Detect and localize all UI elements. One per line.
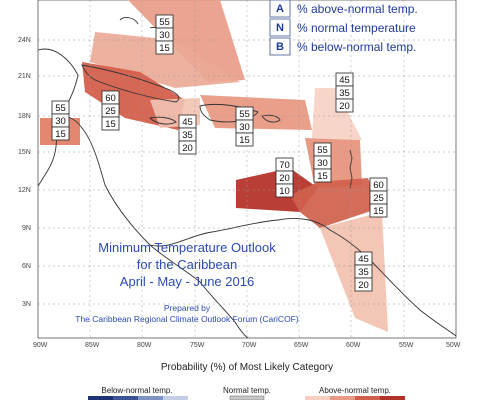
- below-value: 15: [239, 135, 250, 146]
- above-value: 55: [317, 145, 328, 156]
- above-value: 45: [339, 75, 350, 86]
- above-value: 45: [182, 117, 193, 128]
- normal-value: 25: [105, 106, 116, 117]
- category-normal: Normal temp.: [223, 386, 271, 395]
- below-value: 20: [182, 143, 193, 154]
- lat-label: 3N: [22, 301, 31, 308]
- region-box-belize: 55 30 15: [51, 100, 70, 141]
- category-above: Above-normal temp.: [319, 386, 391, 395]
- above-value: 55: [239, 109, 250, 120]
- below-value: 15: [317, 171, 328, 182]
- lat-label: 15N: [18, 149, 31, 156]
- map-title-line3: April - May - June 2016: [120, 274, 254, 289]
- lat-label: 6N: [22, 263, 31, 270]
- below-value: 20: [358, 280, 369, 291]
- scale-swatch: [380, 396, 405, 400]
- map-title-line1: Minimum Temperature Outlook: [98, 240, 276, 255]
- region-box-bahamas: 55 30 15: [155, 14, 174, 55]
- scale-swatch: [138, 396, 163, 400]
- zone-north-cuba: [90, 32, 240, 88]
- lat-label: 18N: [18, 113, 31, 120]
- color-scale: [88, 395, 405, 400]
- above-value: 45: [358, 254, 369, 265]
- credit-line2: The Caribbean Regional Climate Outlook F…: [75, 314, 299, 324]
- region-box-lesser-antilles: 55 30 15: [313, 142, 332, 183]
- legend-text-above: % above-normal temp.: [297, 2, 418, 16]
- category-below: Below-normal temp.: [101, 386, 172, 395]
- normal-value: 30: [55, 116, 66, 127]
- normal-value: 30: [317, 158, 328, 169]
- lat-label: 21N: [18, 73, 31, 80]
- normal-value: 20: [279, 173, 290, 184]
- region-box-jamaica: 45 35 20: [178, 114, 197, 155]
- region-box-leeward: 45 35 20: [335, 72, 354, 113]
- legend-key-below: B: [276, 41, 284, 53]
- above-value: 60: [105, 93, 116, 104]
- scale-swatch: [330, 396, 355, 400]
- latitude-labels: 24N 21N 18N 15N 12N 9N 6N 3N: [18, 37, 31, 308]
- longitude-labels: 90W 85W 80W 75W 70W 65W 60W 55W 50W: [33, 342, 461, 349]
- lon-label: 50W: [446, 342, 461, 349]
- lon-label: 85W: [85, 342, 100, 349]
- region-box-windward: 60 25 15: [369, 177, 388, 218]
- lon-label: 55W: [399, 342, 414, 349]
- normal-value: 30: [159, 30, 170, 41]
- lon-label: 65W: [294, 342, 309, 349]
- below-value: 15: [373, 206, 384, 217]
- normal-value: 35: [358, 267, 369, 278]
- normal-value: 25: [373, 193, 384, 204]
- normal-value: 30: [239, 122, 250, 133]
- map-title-line2: for the Caribbean: [137, 257, 237, 272]
- legend-text-normal: % normal temperature: [297, 21, 416, 35]
- below-value: 15: [55, 129, 66, 140]
- lon-label: 75W: [190, 342, 205, 349]
- below-value: 15: [105, 119, 116, 130]
- lat-label: 24N: [18, 37, 31, 44]
- normal-value: 35: [339, 88, 350, 99]
- zone-guianas: [320, 212, 388, 332]
- lon-label: 60W: [346, 342, 361, 349]
- scale-swatch: [163, 396, 188, 400]
- zone-hispaniola: [200, 95, 312, 130]
- region-box-hispaniola: 55 30 15: [235, 106, 254, 147]
- normal-value: 35: [182, 130, 193, 141]
- above-value: 55: [159, 17, 170, 28]
- scale-swatch: [113, 396, 138, 400]
- scale-swatch: [305, 396, 330, 400]
- region-box-cuba: 60 25 15: [101, 90, 120, 131]
- legend-key: A % above-normal temp. N % normal temper…: [269, 0, 418, 56]
- credit-line1: Prepared by: [164, 303, 211, 313]
- legend-key-normal: N: [276, 22, 284, 34]
- scale-swatch: [355, 396, 380, 400]
- legend-text-below: % below-normal temp.: [297, 40, 416, 54]
- zone-windward: [290, 178, 380, 228]
- scale-swatch: [88, 396, 113, 400]
- grid-lines: [38, 0, 456, 338]
- above-value: 70: [279, 160, 290, 171]
- lat-label: 9N: [22, 225, 31, 232]
- legend-key-above: A: [276, 3, 284, 15]
- zone-leeward: [312, 88, 362, 140]
- below-value: 10: [279, 186, 290, 197]
- lon-label: 70W: [242, 342, 257, 349]
- probability-label: Probability (%) of Most Likely Category: [161, 362, 333, 373]
- below-value: 20: [339, 101, 350, 112]
- below-value: 15: [159, 43, 170, 54]
- above-value: 60: [373, 180, 384, 191]
- lon-label: 80W: [137, 342, 152, 349]
- scale-swatch: [229, 395, 265, 400]
- lon-label: 90W: [33, 342, 48, 349]
- region-box-guianas: 45 35 20: [354, 251, 373, 292]
- above-value: 55: [55, 103, 66, 114]
- region-box-caribbean-sea: 70 20 10: [275, 157, 294, 198]
- lat-label: 12N: [18, 187, 31, 194]
